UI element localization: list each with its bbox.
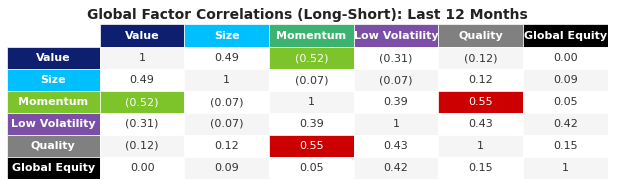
FancyBboxPatch shape xyxy=(269,48,354,69)
Text: Global Factor Correlations (Long-Short): Last 12 Months: Global Factor Correlations (Long-Short):… xyxy=(87,8,528,22)
Text: 1: 1 xyxy=(223,75,230,85)
FancyBboxPatch shape xyxy=(523,24,608,48)
FancyBboxPatch shape xyxy=(354,157,439,179)
FancyBboxPatch shape xyxy=(100,157,184,179)
Text: 0.00: 0.00 xyxy=(130,163,154,173)
Text: 0.09: 0.09 xyxy=(553,75,578,85)
FancyBboxPatch shape xyxy=(184,157,269,179)
Text: (0.31): (0.31) xyxy=(125,119,159,129)
FancyBboxPatch shape xyxy=(523,135,608,157)
FancyBboxPatch shape xyxy=(269,91,354,113)
Text: 0.15: 0.15 xyxy=(468,163,493,173)
Text: (0.12): (0.12) xyxy=(125,141,159,151)
FancyBboxPatch shape xyxy=(269,135,354,157)
FancyBboxPatch shape xyxy=(184,24,269,48)
Text: Momentum: Momentum xyxy=(276,31,347,41)
Text: Quality: Quality xyxy=(31,141,76,151)
FancyBboxPatch shape xyxy=(439,91,523,113)
Text: 0.12: 0.12 xyxy=(215,141,239,151)
Text: (0.07): (0.07) xyxy=(210,97,244,107)
Text: Global Equity: Global Equity xyxy=(524,31,607,41)
FancyBboxPatch shape xyxy=(7,91,100,113)
FancyBboxPatch shape xyxy=(269,113,354,135)
Text: 1: 1 xyxy=(562,163,569,173)
FancyBboxPatch shape xyxy=(523,48,608,69)
Text: Size: Size xyxy=(41,75,66,85)
FancyBboxPatch shape xyxy=(184,48,269,69)
Text: Size: Size xyxy=(214,31,239,41)
Text: 1: 1 xyxy=(308,97,315,107)
Text: 0.12: 0.12 xyxy=(468,75,493,85)
Text: 0.42: 0.42 xyxy=(553,119,578,129)
Text: 0.05: 0.05 xyxy=(553,97,578,107)
FancyBboxPatch shape xyxy=(100,135,184,157)
Text: (0.52): (0.52) xyxy=(125,97,159,107)
FancyBboxPatch shape xyxy=(100,69,184,91)
FancyBboxPatch shape xyxy=(100,113,184,135)
Text: Momentum: Momentum xyxy=(18,97,88,107)
FancyBboxPatch shape xyxy=(354,48,439,69)
FancyBboxPatch shape xyxy=(184,91,269,113)
FancyBboxPatch shape xyxy=(523,69,608,91)
FancyBboxPatch shape xyxy=(354,24,439,48)
FancyBboxPatch shape xyxy=(269,69,354,91)
Text: Value: Value xyxy=(125,31,159,41)
Text: (0.07): (0.07) xyxy=(210,119,244,129)
Text: 0.42: 0.42 xyxy=(384,163,408,173)
FancyBboxPatch shape xyxy=(100,91,184,113)
Text: 0.39: 0.39 xyxy=(384,97,408,107)
Text: 0.49: 0.49 xyxy=(130,75,155,85)
FancyBboxPatch shape xyxy=(184,135,269,157)
FancyBboxPatch shape xyxy=(354,135,439,157)
Text: (0.12): (0.12) xyxy=(464,53,497,63)
FancyBboxPatch shape xyxy=(7,48,100,69)
FancyBboxPatch shape xyxy=(523,157,608,179)
FancyBboxPatch shape xyxy=(7,113,100,135)
Text: 0.49: 0.49 xyxy=(214,53,239,63)
FancyBboxPatch shape xyxy=(439,24,523,48)
Text: 0.00: 0.00 xyxy=(553,53,578,63)
Text: (0.07): (0.07) xyxy=(295,75,328,85)
Text: 1: 1 xyxy=(139,53,146,63)
FancyBboxPatch shape xyxy=(100,48,184,69)
FancyBboxPatch shape xyxy=(439,48,523,69)
Text: 0.55: 0.55 xyxy=(468,97,493,107)
FancyBboxPatch shape xyxy=(7,69,100,91)
FancyBboxPatch shape xyxy=(269,24,354,48)
Text: Low Volatility: Low Volatility xyxy=(354,31,439,41)
Text: Quality: Quality xyxy=(458,31,503,41)
Text: Value: Value xyxy=(36,53,70,63)
Text: 1: 1 xyxy=(392,119,400,129)
FancyBboxPatch shape xyxy=(439,157,523,179)
FancyBboxPatch shape xyxy=(523,91,608,113)
Text: 0.43: 0.43 xyxy=(468,119,493,129)
Text: 0.09: 0.09 xyxy=(215,163,239,173)
FancyBboxPatch shape xyxy=(354,113,439,135)
FancyBboxPatch shape xyxy=(354,69,439,91)
Text: (0.52): (0.52) xyxy=(295,53,328,63)
Text: (0.31): (0.31) xyxy=(379,53,413,63)
FancyBboxPatch shape xyxy=(354,91,439,113)
FancyBboxPatch shape xyxy=(523,113,608,135)
FancyBboxPatch shape xyxy=(439,135,523,157)
FancyBboxPatch shape xyxy=(7,135,100,157)
Text: 0.15: 0.15 xyxy=(553,141,578,151)
FancyBboxPatch shape xyxy=(439,113,523,135)
Text: (0.07): (0.07) xyxy=(379,75,413,85)
Text: Low Volatility: Low Volatility xyxy=(11,119,96,129)
Text: 1: 1 xyxy=(477,141,484,151)
FancyBboxPatch shape xyxy=(184,113,269,135)
FancyBboxPatch shape xyxy=(100,24,184,48)
Text: 0.05: 0.05 xyxy=(299,163,324,173)
Text: 0.39: 0.39 xyxy=(299,119,324,129)
Text: Global Equity: Global Equity xyxy=(12,163,95,173)
FancyBboxPatch shape xyxy=(184,69,269,91)
FancyBboxPatch shape xyxy=(269,157,354,179)
Text: 0.55: 0.55 xyxy=(299,141,324,151)
FancyBboxPatch shape xyxy=(7,157,100,179)
FancyBboxPatch shape xyxy=(439,69,523,91)
Text: 0.43: 0.43 xyxy=(384,141,408,151)
